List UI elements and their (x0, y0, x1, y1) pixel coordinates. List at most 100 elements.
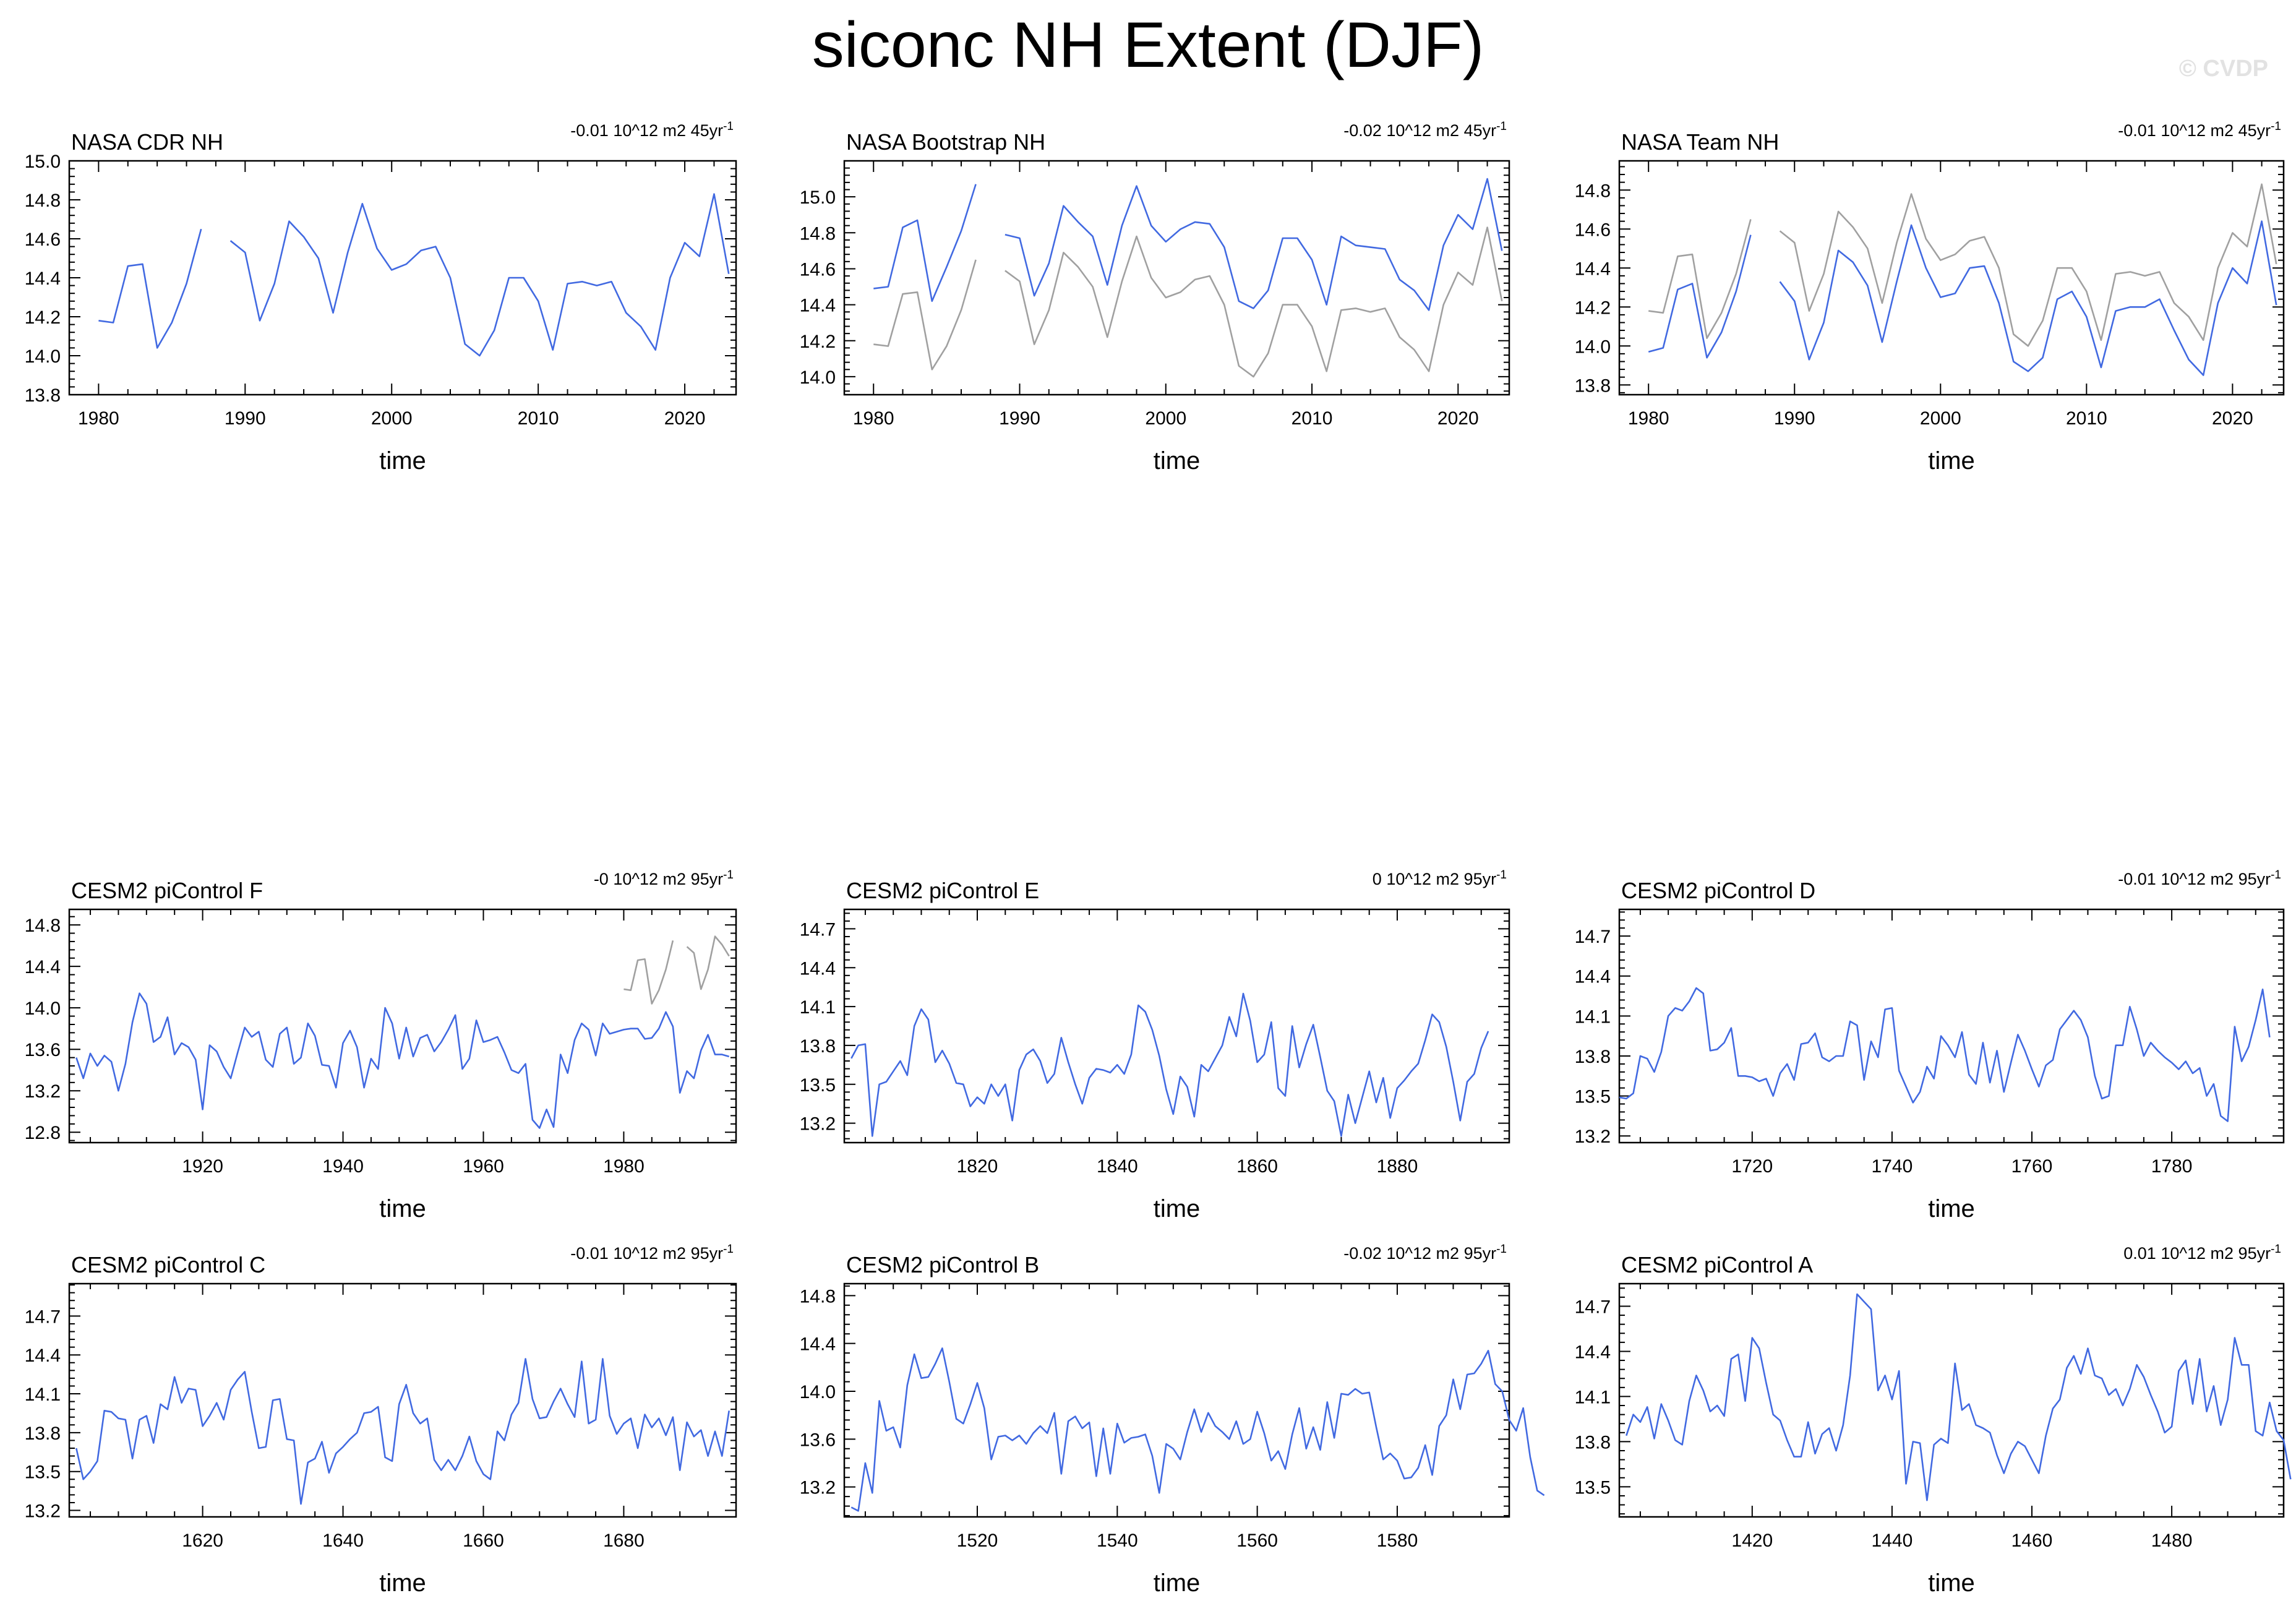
main-series-line (75, 992, 730, 1129)
y-tick-label: 13.8 (1575, 1432, 1611, 1453)
x-axis-label: time (1928, 1195, 1975, 1222)
y-tick-label: 14.4 (25, 957, 61, 977)
panel-trend-label: -0.01 10^12 m2 45yr-1 (570, 120, 734, 140)
x-tick-label: 1680 (603, 1530, 645, 1551)
y-tick-label: 13.8 (25, 385, 61, 406)
y-tick-label: 13.2 (800, 1478, 836, 1498)
x-tick-label: 1720 (1731, 1156, 1773, 1177)
y-tick-label: 14.4 (1575, 259, 1611, 279)
chart-panel-4: CESM2 piControl F -0 10^12 m2 95yr-1 1920 1… (25, 869, 737, 1222)
y-tick-label: 14.8 (1575, 181, 1611, 201)
x-tick-label: 1860 (1236, 1156, 1278, 1177)
x-axis-label: time (1154, 447, 1201, 474)
y-tick-label: 14.1 (800, 997, 836, 1018)
x-tick-label: 1980 (78, 408, 119, 429)
y-tick-label: 13.8 (1575, 1047, 1611, 1067)
panel-title: NASA Bootstrap NH (846, 129, 1045, 155)
plot-frame (1618, 908, 2285, 1144)
trend-unit-exponent: -1 (723, 120, 734, 133)
x-tick-label: 1990 (1774, 408, 1815, 429)
panel-title: CESM2 piControl B (846, 1252, 1039, 1277)
y-tick-label: 14.4 (25, 268, 61, 289)
x-tick-label: 1840 (1097, 1156, 1138, 1177)
trend-unit-exponent: -1 (2271, 1243, 2281, 1256)
trend-unit-exponent: -1 (1496, 120, 1507, 133)
x-tick-label: 1740 (1872, 1156, 1913, 1177)
y-tick-label: 13.2 (800, 1114, 836, 1135)
panel-trend-label: -0.01 10^12 m2 95yr-1 (570, 1243, 734, 1263)
y-tick-label: 14.7 (1575, 927, 1611, 947)
panel-trend-label: 0.01 10^12 m2 95yr-1 (2123, 1243, 2281, 1263)
main-series-line (75, 1358, 730, 1505)
y-tick-label: 14.8 (25, 916, 61, 936)
x-tick-label: 1980 (853, 408, 894, 429)
x-axis-label: time (1154, 1195, 1201, 1222)
x-axis-label: time (379, 1195, 426, 1222)
x-axis-label: time (1928, 447, 1975, 474)
x-tick-label: 1580 (1377, 1530, 1418, 1551)
y-tick-label: 13.5 (25, 1462, 61, 1483)
y-tick-label: 14.4 (800, 958, 836, 979)
cvdp-watermark: © CVDP (2178, 56, 2268, 82)
x-tick-label: 1880 (1377, 1156, 1418, 1177)
y-tick-label: 14.1 (1575, 1387, 1611, 1407)
y-tick-label: 12.8 (25, 1123, 61, 1143)
chart-panel-1: NASA CDR NH -0.01 10^12 m2 45yr-1 1980 1990… (25, 120, 737, 474)
y-tick-label: 13.8 (1575, 376, 1611, 396)
panel-trend-label: -0.01 10^12 m2 95yr-1 (2118, 869, 2281, 888)
plot-frame (68, 908, 737, 1144)
y-tick-label: 13.8 (25, 1423, 61, 1444)
x-tick-label: 1460 (2011, 1530, 2053, 1551)
y-tick-label: 13.5 (1575, 1087, 1611, 1107)
x-tick-label: 1540 (1097, 1530, 1138, 1551)
panel-trend-label: 0 10^12 m2 95yr-1 (1373, 869, 1507, 888)
x-tick-label: 2010 (1292, 408, 1333, 429)
plot-frame (68, 160, 737, 396)
plot-frame (68, 1282, 737, 1518)
y-tick-label: 14.4 (1575, 967, 1611, 987)
y-tick-label: 14.0 (25, 346, 61, 367)
x-tick-label: 1620 (182, 1530, 223, 1551)
trend-unit-exponent: -1 (1496, 869, 1507, 882)
y-tick-label: 13.2 (25, 1081, 61, 1102)
y-tick-label: 14.0 (800, 1382, 836, 1402)
plot-frame (843, 160, 1510, 396)
x-tick-label: 1820 (957, 1156, 998, 1177)
y-tick-label: 13.6 (800, 1430, 836, 1450)
y-tick-label: 14.1 (1575, 1007, 1611, 1027)
x-tick-label: 2010 (518, 408, 559, 429)
y-tick-label: 14.2 (1575, 298, 1611, 318)
x-tick-label: 2020 (664, 408, 706, 429)
y-tick-label: 14.2 (800, 332, 836, 352)
x-tick-label: 1990 (225, 408, 266, 429)
trend-unit-exponent: -1 (723, 869, 734, 882)
plot-frame (1618, 1282, 2285, 1518)
plot-frame (1618, 160, 2285, 396)
x-tick-label: 1940 (322, 1156, 364, 1177)
x-tick-label: 1440 (1872, 1530, 1913, 1551)
x-tick-label: 1640 (322, 1530, 364, 1551)
main-series-line (850, 992, 1489, 1137)
chart-panel-2: NASA Bootstrap NH -0.02 10^12 m2 45yr-1 19… (800, 120, 1510, 474)
chart-panel-3: NASA Team NH -0.01 10^12 m2 45yr-1 1980 199… (1575, 120, 2285, 474)
x-tick-label: 1990 (999, 408, 1040, 429)
y-tick-label: 14.7 (1575, 1297, 1611, 1317)
chart-panel-6: CESM2 piControl D -0.01 10^12 m2 95yr-1 17… (1575, 869, 2285, 1222)
y-tick-label: 13.2 (1575, 1127, 1611, 1147)
panel-trend-label: -0.01 10^12 m2 45yr-1 (2118, 120, 2281, 140)
panel-trend-label: -0.02 10^12 m2 95yr-1 (1343, 1243, 1507, 1263)
x-tick-label: 2020 (2212, 408, 2253, 429)
chart-panel-5: CESM2 piControl E 0 10^12 m2 95yr-1 1820 18… (800, 869, 1510, 1222)
reference-series-line (1648, 183, 2277, 347)
y-tick-label: 14.6 (800, 259, 836, 280)
main-series-line (1648, 220, 2277, 376)
x-tick-label: 1960 (463, 1156, 504, 1177)
chart-main-title: siconc NH Extent (DJF) (812, 9, 1484, 81)
x-tick-label: 1660 (463, 1530, 504, 1551)
y-tick-label: 14.8 (800, 1286, 836, 1307)
y-tick-label: 14.6 (25, 230, 61, 250)
x-axis-label: time (379, 1569, 426, 1597)
trend-unit-exponent: -1 (2271, 869, 2281, 882)
plot-frame (843, 908, 1510, 1144)
